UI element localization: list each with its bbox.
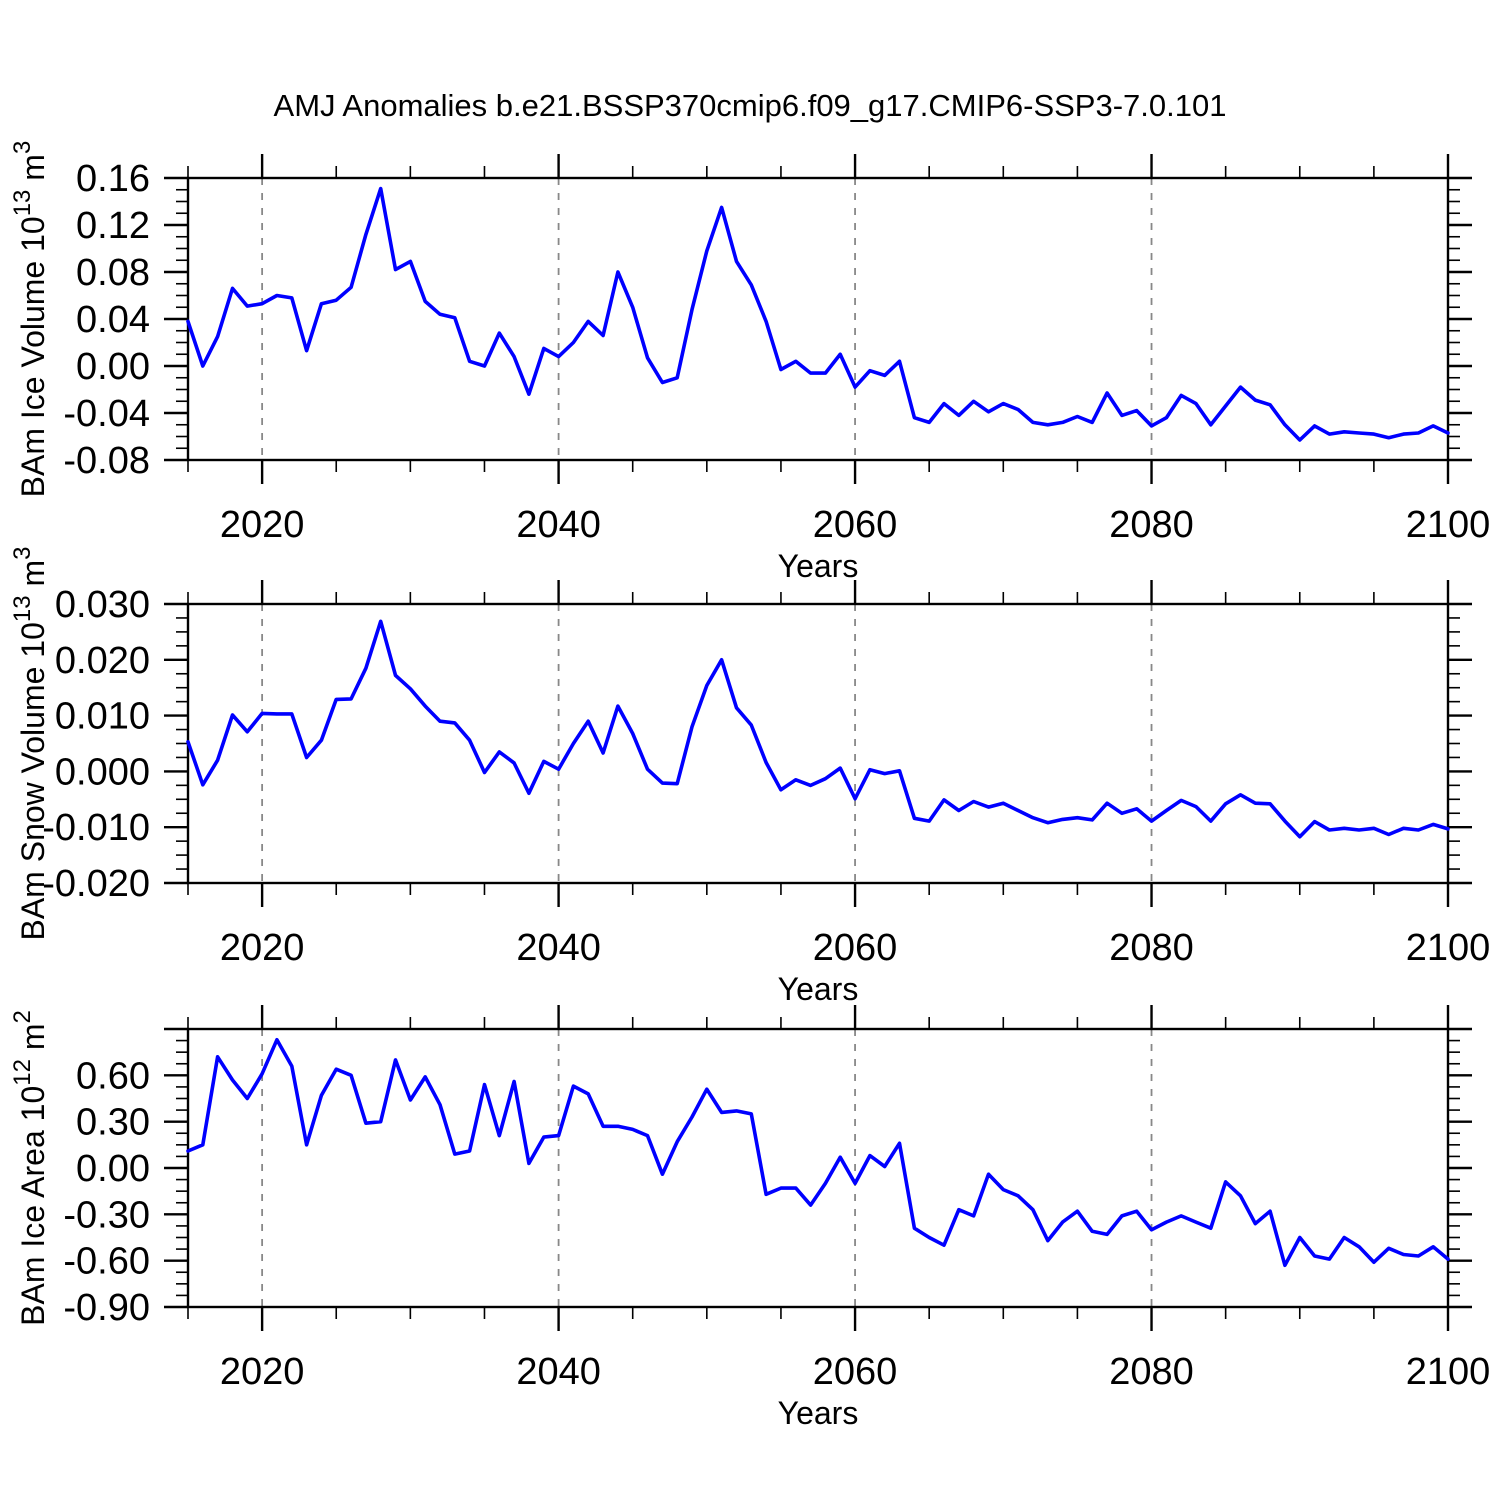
y-tick-label: 0.04 <box>76 299 150 341</box>
y-axis-title: BAm Ice Area 1012​ m2​ <box>9 1010 51 1326</box>
x-tick-label: 2080 <box>1109 504 1194 546</box>
y-tick-label: 0.60 <box>76 1055 150 1097</box>
x-tick-label: 2060 <box>813 1351 898 1393</box>
data-line-snow-volume <box>186 619 1450 839</box>
x-tick-label: 2040 <box>516 1351 601 1393</box>
y-tick-label: 0.08 <box>76 252 150 294</box>
x-tick-label: 2100 <box>1406 504 1491 546</box>
y-tick-label: 0.00 <box>76 1148 150 1190</box>
y-tick-label: -0.08 <box>63 440 150 482</box>
y-tick-label: -0.30 <box>63 1194 150 1236</box>
plot-frame <box>186 602 1450 885</box>
data-line-ice-volume <box>186 186 1450 442</box>
y-axis-title: BAm Ice Volume 1013​ m3​ <box>9 141 51 498</box>
chart-title: AMJ Anomalies b.e21.BSSP370cmip6.f09_g17… <box>274 88 1227 123</box>
x-axis-title: Years <box>778 548 859 584</box>
y-tick-label: 0.30 <box>76 1102 150 1144</box>
y-tick-label: 0.16 <box>76 158 150 200</box>
y-tick-label: -0.020 <box>42 863 150 905</box>
x-tick-label: 2040 <box>516 927 601 969</box>
panel-ice-area: 0.60 0.300.00-0.30 -0.60-0.90 2020 2040 2060 2… <box>9 1005 1490 1431</box>
y-tick-label: 0.12 <box>76 205 150 247</box>
plot-frame <box>186 1027 1450 1309</box>
data-line-ice-area <box>186 1038 1450 1268</box>
y-tick-label: 0.00 <box>76 346 150 388</box>
x-tick-label: 2020 <box>220 1351 305 1393</box>
x-axis-title: Years <box>778 1395 859 1431</box>
y-tick-label: 0.000 <box>55 751 150 793</box>
x-tick-label: 2080 <box>1109 927 1194 969</box>
y-axis-title: BAm Snow Volume 1013​ m3​ <box>9 547 51 941</box>
x-tick-label: 2080 <box>1109 1351 1194 1393</box>
x-tick-label: 2040 <box>516 504 601 546</box>
y-tick-label: 0.020 <box>55 640 150 682</box>
x-tick-label: 2100 <box>1406 927 1491 969</box>
panel-ice-volume: 0.16 0.12 0.08 0.04 0.00 -0.04 -0.08 2020 2040 20… <box>9 141 1490 584</box>
x-axis-title: Years <box>778 971 859 1007</box>
panels-group: 0.16 0.12 0.08 0.04 0.00 -0.04 -0.08 2020 2040 20… <box>9 141 1490 1431</box>
x-tick-label: 2020 <box>220 504 305 546</box>
y-tick-label: 0.010 <box>55 696 150 738</box>
y-tick-label: -0.90 <box>63 1287 150 1329</box>
y-tick-label: 0.030 <box>55 584 150 626</box>
y-tick-label: -0.60 <box>63 1241 150 1283</box>
y-tick-label: -0.04 <box>63 393 150 435</box>
x-tick-label: 2060 <box>813 504 898 546</box>
x-tick-label: 2020 <box>220 927 305 969</box>
y-tick-label: -0.010 <box>42 807 150 849</box>
panel-snow-volume: 0.030 0.020 0.010 0.000 -0.010 -0.020 2020 2040… <box>9 547 1490 1008</box>
plot-frame <box>186 176 1450 462</box>
x-tick-label: 2100 <box>1406 1351 1491 1393</box>
x-tick-label: 2060 <box>813 927 898 969</box>
